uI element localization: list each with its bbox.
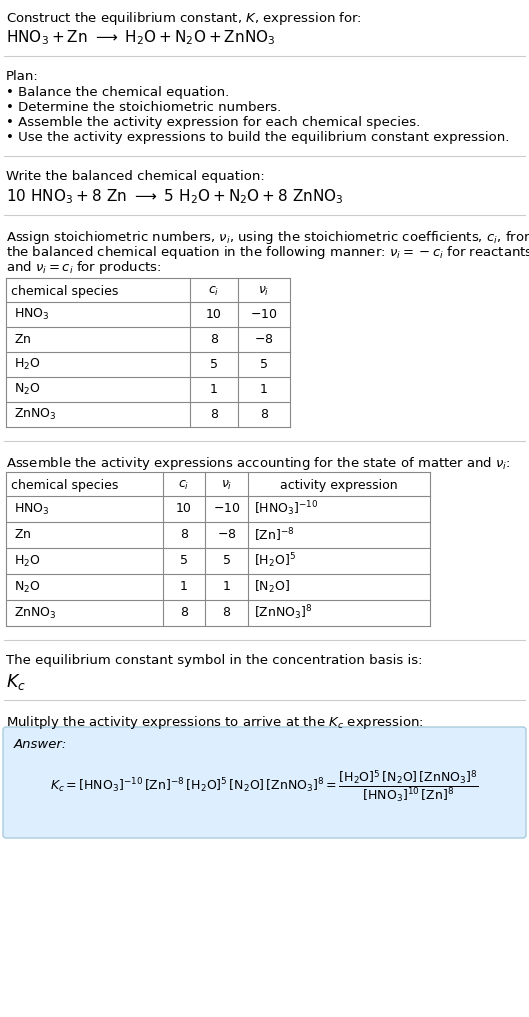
Text: • Use the activity expressions to build the equilibrium constant expression.: • Use the activity expressions to build … bbox=[6, 131, 509, 144]
Text: $\mathrm{H_2O}$: $\mathrm{H_2O}$ bbox=[14, 357, 41, 372]
Text: 1: 1 bbox=[210, 383, 218, 396]
Text: $\mathrm{ZnNO_3}$: $\mathrm{ZnNO_3}$ bbox=[14, 605, 57, 620]
Text: $\mathrm{10\ HNO_3 + 8\ Zn\ \longrightarrow\ 5\ H_2O + N_2O + 8\ ZnNO_3}$: $\mathrm{10\ HNO_3 + 8\ Zn\ \longrightar… bbox=[6, 187, 344, 205]
Text: Assign stoichiometric numbers, $\nu_i$, using the stoichiometric coefficients, $: Assign stoichiometric numbers, $\nu_i$, … bbox=[6, 229, 529, 246]
Text: Plan:: Plan: bbox=[6, 70, 39, 83]
Text: • Assemble the activity expression for each chemical species.: • Assemble the activity expression for e… bbox=[6, 116, 420, 129]
Text: $c_i$: $c_i$ bbox=[178, 479, 189, 492]
Text: $\mathrm{HNO_3}$: $\mathrm{HNO_3}$ bbox=[14, 501, 50, 517]
Text: $\mathrm{Zn}$: $\mathrm{Zn}$ bbox=[14, 529, 31, 541]
Text: $\mathrm{HNO_3 + Zn\ \longrightarrow\ H_2O + N_2O + ZnNO_3}$: $\mathrm{HNO_3 + Zn\ \longrightarrow\ H_… bbox=[6, 28, 276, 47]
Text: $[\mathrm{HNO_3}]^{-10}$: $[\mathrm{HNO_3}]^{-10}$ bbox=[254, 499, 318, 519]
Text: the balanced chemical equation in the following manner: $\nu_i = -c_i$ for react: the balanced chemical equation in the fo… bbox=[6, 244, 529, 261]
Text: chemical species: chemical species bbox=[11, 479, 118, 492]
Text: $K_c = [\mathrm{HNO_3}]^{-10}\,[\mathrm{Zn}]^{-8}\,[\mathrm{H_2O}]^5\,[\mathrm{N: $K_c = [\mathrm{HNO_3}]^{-10}\,[\mathrm{… bbox=[50, 768, 478, 803]
Text: Write the balanced chemical equation:: Write the balanced chemical equation: bbox=[6, 170, 264, 183]
Text: 1: 1 bbox=[260, 383, 268, 396]
Text: chemical species: chemical species bbox=[11, 285, 118, 298]
Text: Construct the equilibrium constant, $K$, expression for:: Construct the equilibrium constant, $K$,… bbox=[6, 10, 362, 27]
Text: 8: 8 bbox=[260, 408, 268, 421]
Text: The equilibrium constant symbol in the concentration basis is:: The equilibrium constant symbol in the c… bbox=[6, 654, 423, 667]
Text: $\mathrm{H_2O}$: $\mathrm{H_2O}$ bbox=[14, 553, 41, 569]
Text: $\nu_i$: $\nu_i$ bbox=[258, 285, 270, 298]
Text: 8: 8 bbox=[210, 408, 218, 421]
Text: $[\mathrm{Zn}]^{-8}$: $[\mathrm{Zn}]^{-8}$ bbox=[254, 526, 295, 544]
Text: 10: 10 bbox=[206, 308, 222, 321]
Text: 5: 5 bbox=[260, 358, 268, 371]
Text: $\mathrm{HNO_3}$: $\mathrm{HNO_3}$ bbox=[14, 307, 50, 322]
Text: $[\mathrm{ZnNO_3}]^8$: $[\mathrm{ZnNO_3}]^8$ bbox=[254, 604, 313, 622]
Text: • Balance the chemical equation.: • Balance the chemical equation. bbox=[6, 86, 229, 99]
Text: 5: 5 bbox=[210, 358, 218, 371]
Text: $\mathrm{Zn}$: $\mathrm{Zn}$ bbox=[14, 333, 31, 346]
Text: and $\nu_i = c_i$ for products:: and $\nu_i = c_i$ for products: bbox=[6, 259, 162, 276]
Text: 5: 5 bbox=[180, 554, 188, 567]
Text: 8: 8 bbox=[223, 606, 231, 619]
Text: 1: 1 bbox=[223, 581, 231, 594]
Text: 1: 1 bbox=[180, 581, 188, 594]
Text: 8: 8 bbox=[180, 529, 188, 541]
Text: 8: 8 bbox=[210, 333, 218, 346]
Text: 5: 5 bbox=[223, 554, 231, 567]
Text: activity expression: activity expression bbox=[280, 479, 398, 492]
Text: $\mathrm{N_2O}$: $\mathrm{N_2O}$ bbox=[14, 382, 41, 397]
Text: 8: 8 bbox=[180, 606, 188, 619]
Text: Answer:: Answer: bbox=[14, 738, 67, 751]
Text: $c_i$: $c_i$ bbox=[208, 285, 220, 298]
Text: $-8$: $-8$ bbox=[254, 333, 274, 346]
Text: $-8$: $-8$ bbox=[217, 529, 236, 541]
Text: $\nu_i$: $\nu_i$ bbox=[221, 479, 232, 492]
Text: $\mathrm{N_2O}$: $\mathrm{N_2O}$ bbox=[14, 580, 41, 595]
Text: • Determine the stoichiometric numbers.: • Determine the stoichiometric numbers. bbox=[6, 101, 281, 114]
FancyBboxPatch shape bbox=[3, 727, 526, 838]
Text: Mulitply the activity expressions to arrive at the $K_c$ expression:: Mulitply the activity expressions to arr… bbox=[6, 714, 424, 731]
Text: 10: 10 bbox=[176, 502, 192, 516]
Text: $-10$: $-10$ bbox=[250, 308, 278, 321]
Text: $[\mathrm{H_2O}]^5$: $[\mathrm{H_2O}]^5$ bbox=[254, 551, 296, 571]
Text: $K_c$: $K_c$ bbox=[6, 672, 26, 692]
Text: $-10$: $-10$ bbox=[213, 502, 240, 516]
Text: $[\mathrm{N_2O}]$: $[\mathrm{N_2O}]$ bbox=[254, 579, 290, 595]
Text: $\mathrm{ZnNO_3}$: $\mathrm{ZnNO_3}$ bbox=[14, 407, 57, 422]
Text: Assemble the activity expressions accounting for the state of matter and $\nu_i$: Assemble the activity expressions accoun… bbox=[6, 455, 510, 472]
